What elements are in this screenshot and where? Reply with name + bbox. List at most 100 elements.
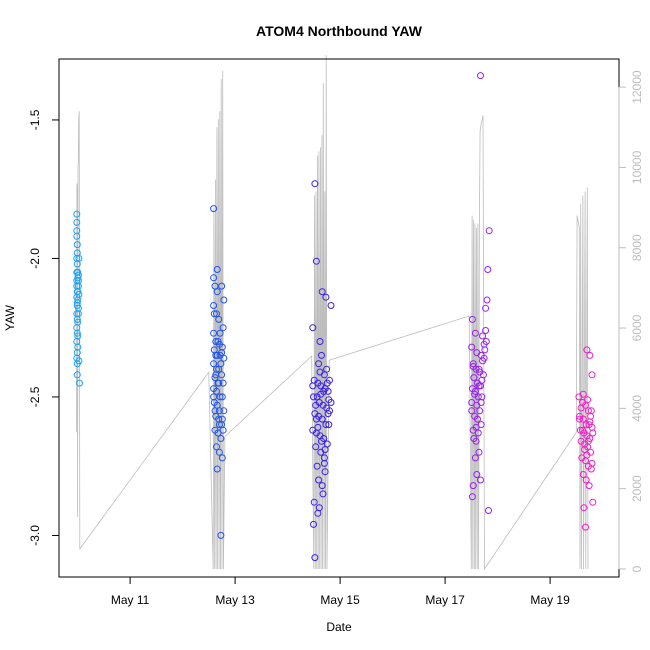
scatter-point-series-5 [589, 429, 597, 437]
scatter-point-series-2 [219, 426, 227, 434]
scatter-point-series-4 [475, 365, 483, 373]
scatter-point-series-4 [480, 340, 488, 348]
scatter-point-series-5 [583, 451, 591, 459]
scatter-point-series-2 [212, 351, 220, 359]
scatter-point-series-5 [579, 415, 587, 423]
y-right-tick-label: 10000 [630, 150, 644, 184]
scatter-point-series-2 [215, 448, 223, 456]
secondary-series-line [76, 54, 589, 571]
scatter-point-series-5 [576, 415, 584, 423]
scatter-point-series-3 [321, 468, 329, 476]
scatter-point-series-1 [73, 299, 81, 307]
scatter-point-series-3 [320, 459, 328, 467]
scatter-point-series-3 [311, 180, 319, 188]
y-right-tick-label: 8000 [630, 234, 644, 261]
y-tick-label: -2.0 [28, 248, 42, 269]
scatter-point-series-4 [477, 399, 485, 406]
scatter-point-series-4 [475, 448, 483, 456]
scatter-point-series-4 [482, 327, 490, 334]
y-right-tick-label: 0 [630, 565, 644, 572]
scatter-point-series-3 [327, 302, 335, 309]
y-right-tick-label: 4000 [630, 395, 644, 422]
x-tick-label: May 19 [530, 593, 570, 607]
scatter-point-series-2 [218, 282, 226, 290]
scatter-point-series-4 [469, 482, 477, 490]
y-axis: -3.0 -2.5 -2.0 -1.5 [28, 109, 59, 546]
scatter-point-series-4 [468, 343, 476, 351]
scatter-point-series-3 [310, 520, 317, 528]
scatter-point-series-3 [313, 462, 321, 470]
x-axis: May 11 May 13 May 15 May 17 May 19 [111, 577, 570, 607]
scatter-point-series-2 [211, 374, 219, 382]
y-tick-label: -2.5 [28, 386, 42, 407]
scatter-point-series-5 [589, 498, 597, 506]
scatter-point-series-3 [310, 393, 317, 401]
secondary-series-layer [76, 54, 589, 571]
y-tick-label: -3.0 [28, 525, 42, 546]
scatter-point-series-3 [316, 368, 324, 376]
scatter-point-series-2 [215, 407, 223, 415]
scatter-point-series-3 [319, 490, 327, 498]
scatter-point-series-1 [75, 291, 83, 298]
scatter-point-series-1 [74, 310, 82, 318]
x-tick-label: May 11 [111, 593, 150, 607]
scatter-point-series-4 [472, 423, 480, 431]
scatter-point-series-4 [485, 507, 492, 514]
scatter-point-series-5 [580, 504, 588, 512]
scatter-point-series-2 [210, 302, 218, 309]
scatter-point-series-2 [210, 274, 218, 282]
scatter-point-series-3 [315, 360, 323, 368]
scatter-point-series-5 [584, 437, 592, 445]
scatter-point-series-4 [478, 376, 486, 384]
scatter-point-series-1 [73, 329, 81, 337]
scatter-point-series-3 [315, 476, 323, 484]
y-axis-label: YAW [3, 304, 17, 331]
scatter-point-series-2 [213, 288, 221, 296]
scatter-point-series-5 [584, 396, 592, 404]
scatter-point-series-5 [579, 426, 586, 434]
scatter-point-series-4 [474, 415, 481, 423]
scatter-point-series-4 [468, 315, 476, 323]
scatter-point-series-3 [323, 365, 331, 373]
scatter-point-series-4 [477, 72, 484, 80]
scatter-point-series-5 [588, 459, 596, 467]
scatter-point-series-1 [73, 249, 81, 257]
scatter-point-series-2 [217, 531, 225, 539]
scatter-point-series-3 [312, 415, 320, 423]
scatter-point-series-4 [479, 332, 487, 340]
scatter-point-series-4 [485, 227, 493, 235]
scatter-point-series-2 [210, 393, 218, 401]
x-tick-label: May 13 [215, 593, 255, 607]
y-right-tick-label: 12000 [630, 70, 644, 104]
scatter-point-series-5 [588, 371, 596, 379]
scatter-point-series-2 [217, 435, 225, 442]
scatter-point-series-2 [216, 329, 224, 337]
scatter-point-series-3 [316, 338, 324, 345]
scatter-point-series-4 [471, 329, 479, 337]
scatter-point-series-3 [325, 421, 333, 429]
scatter-point-series-5 [586, 418, 594, 426]
scatter-point-series-3 [314, 423, 322, 431]
scatter-point-series-4 [470, 374, 478, 382]
scatter-point-series-5 [585, 482, 593, 490]
scatter-point-series-1 [73, 241, 81, 249]
scatter-point-series-3 [321, 446, 329, 454]
points-layer [73, 72, 597, 562]
scatter-point-series-3 [324, 387, 332, 395]
y-right-tick-label: 2000 [630, 475, 644, 502]
scatter-point-series-2 [213, 443, 220, 451]
scatter-point-series-5 [582, 523, 589, 531]
scatter-point-series-4 [476, 368, 484, 376]
scatter-point-series-1 [76, 379, 83, 387]
scatter-point-series-2 [215, 379, 223, 387]
scatter-point-series-1 [74, 271, 82, 279]
scatter-point-series-2 [210, 205, 218, 213]
scatter-point-series-2 [210, 360, 218, 368]
scatter-point-series-3 [309, 382, 317, 390]
scatter-point-series-3 [309, 324, 317, 332]
scatter-point-series-3 [318, 482, 326, 490]
scatter-point-series-3 [318, 437, 325, 445]
scatter-point-series-5 [577, 404, 585, 412]
scatter-point-series-2 [218, 415, 226, 423]
scatter-point-series-4 [472, 437, 480, 445]
